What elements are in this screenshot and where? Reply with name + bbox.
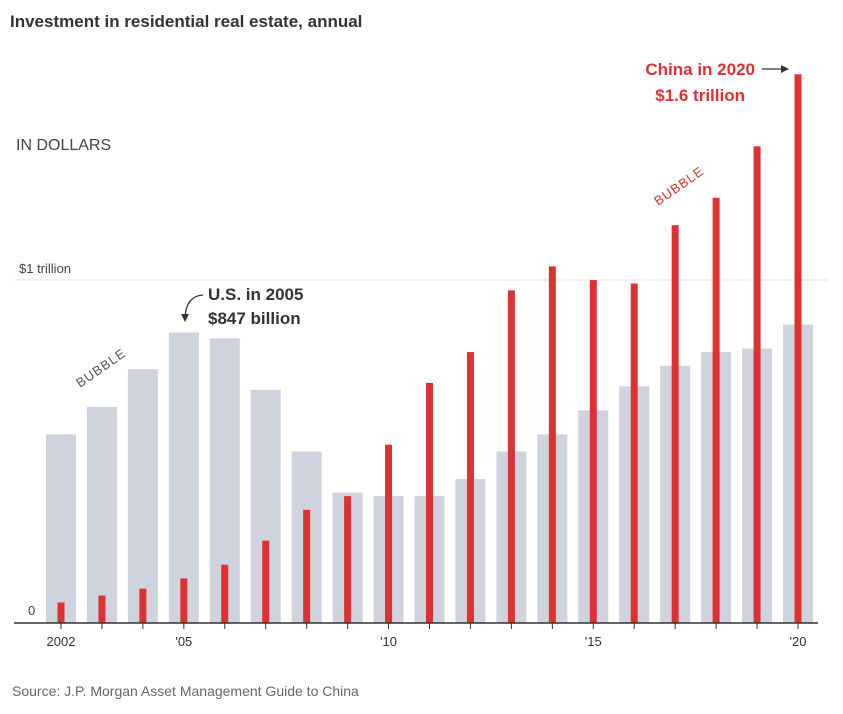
china-bar-2013 (507, 290, 515, 623)
x-axis-ticks: 2002 '05 '10 '15 '20 (47, 623, 807, 649)
annotation-china-arrowhead (781, 65, 789, 73)
china-bar-2005 (180, 578, 188, 623)
us-bar-2004 (127, 369, 158, 623)
y-axis-ticks: 0 $1 trillion (19, 261, 71, 618)
us-bar-2003 (86, 406, 117, 623)
us-bar-2005 (168, 332, 199, 623)
y-tick-label-1: $1 trillion (19, 261, 71, 276)
annotation-us-2005-line2: $847 billion (208, 309, 301, 328)
china-bar-2015 (589, 280, 597, 623)
unit-label: IN DOLLARS (16, 137, 111, 154)
china-bar-2014 (548, 266, 556, 623)
x-tick-label-2002: 2002 (47, 634, 76, 649)
annotation-china-2020-line2: $1.6 trillion (655, 86, 745, 105)
china-bar-2010 (385, 444, 393, 623)
china-bar-2006 (221, 564, 229, 623)
x-tick-label-2005: '05 (175, 634, 192, 649)
china-bar-2003 (98, 595, 106, 623)
china-bar-2002 (57, 602, 65, 623)
x-tick-label-2015: '15 (585, 634, 602, 649)
x-tick-label-2010: '10 (380, 634, 397, 649)
china-series (57, 74, 802, 624)
china-bar-2007 (262, 540, 270, 623)
china-bar-2012 (466, 352, 474, 623)
china-bar-2017 (671, 225, 679, 623)
china-bar-2008 (303, 509, 311, 623)
bubble-label-us: BUBBLE (73, 345, 129, 390)
china-bar-2019 (753, 146, 761, 623)
china-bar-2018 (712, 197, 720, 624)
us-bar-2002 (46, 434, 76, 623)
x-tick-label-2020: '20 (790, 634, 807, 649)
y-tick-label-0: 0 (28, 603, 35, 618)
china-bar-2016 (630, 283, 638, 623)
source-note: Source: J.P. Morgan Asset Management Gui… (12, 683, 359, 699)
bubble-label-china: BUBBLE (651, 163, 707, 208)
annotation-china-2020-line1: China in 2020 (645, 60, 755, 79)
china-bar-2011 (426, 382, 433, 623)
china-bar-2009 (344, 496, 352, 623)
annotation-us-arrowhead (181, 314, 189, 322)
china-bar-2020 (794, 74, 802, 623)
china-bar-2004 (139, 588, 147, 623)
chart-title: Investment in residential real estate, a… (10, 12, 363, 31)
annotation-us-2005-line1: U.S. in 2005 (208, 285, 303, 304)
